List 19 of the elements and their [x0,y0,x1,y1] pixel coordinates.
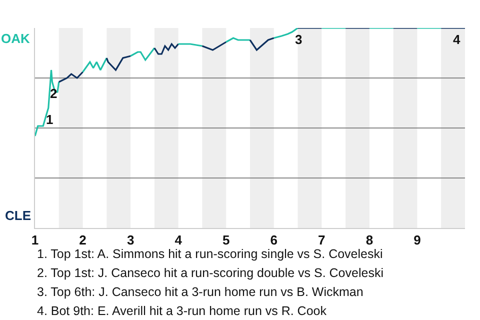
x-tick-label: 2 [79,232,86,248]
text: 2. Top 1st: J. Canseco hit a run-scoring double vs S. Coveleski [37,266,384,280]
annotation: 4 [453,32,461,47]
annotation: 3 [295,32,302,47]
text: 3. Top 6th: J. Canseco hit a 3-run home run vs B. Wickman [37,285,364,299]
x-tick-label: 8 [366,232,374,248]
text: 4. Bot 9th: E. Averill hit a 3-run home run vs R. Cook [37,304,328,318]
x-tick-label: 6 [270,232,278,248]
x-tick-label: 9 [414,232,421,248]
annotation: 1 [46,112,54,127]
x-tick-label: 1 [31,232,39,248]
annotation: 2 [50,86,58,101]
x-tick-label: 5 [222,232,230,248]
text: OAK [1,31,30,46]
x-tick-label: 4 [174,232,183,248]
x-tick-label: 7 [318,232,326,248]
x-tick-label: 3 [126,232,134,248]
text: CLE [5,208,32,223]
text: 1. Top 1st: A. Simmons hit a run-scoring single vs S. Coveleski [37,247,383,261]
